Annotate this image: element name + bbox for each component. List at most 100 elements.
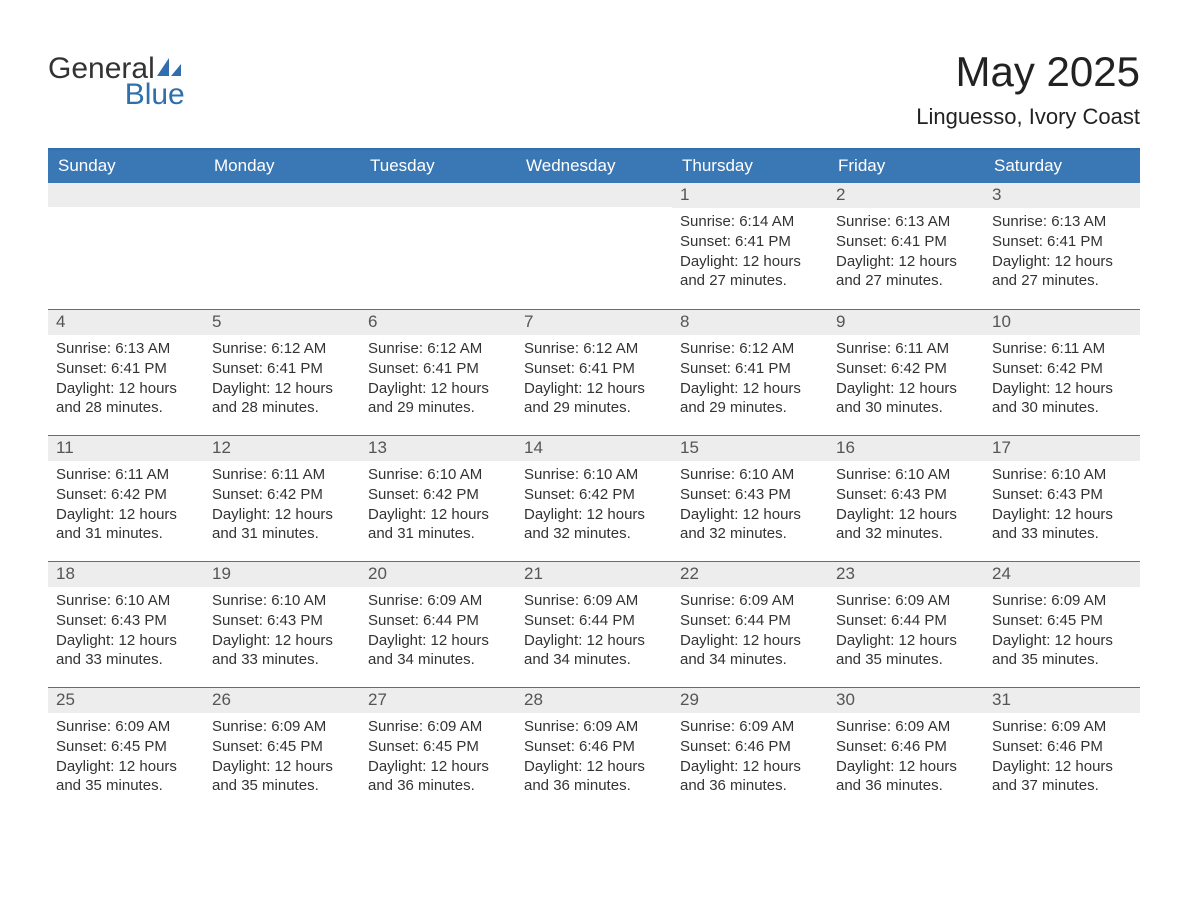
day-number: 23: [828, 562, 984, 587]
day-cell: 2Sunrise: 6:13 AMSunset: 6:41 PMDaylight…: [828, 183, 984, 309]
weekday-monday: Monday: [204, 150, 360, 183]
sunrise-line: Sunrise: 6:09 AM: [368, 591, 508, 611]
daylight-line: Daylight: 12 hours and 34 minutes.: [368, 631, 508, 671]
sunrise-line: Sunrise: 6:13 AM: [992, 212, 1132, 232]
month-title: May 2025: [916, 50, 1140, 94]
sunrise-line: Sunrise: 6:11 AM: [56, 465, 196, 485]
day-body: Sunrise: 6:10 AMSunset: 6:43 PMDaylight:…: [48, 587, 204, 670]
day-number: [48, 183, 204, 207]
day-cell: 3Sunrise: 6:13 AMSunset: 6:41 PMDaylight…: [984, 183, 1140, 309]
day-body: Sunrise: 6:09 AMSunset: 6:44 PMDaylight:…: [360, 587, 516, 670]
day-body: Sunrise: 6:11 AMSunset: 6:42 PMDaylight:…: [48, 461, 204, 544]
day-body: Sunrise: 6:09 AMSunset: 6:45 PMDaylight:…: [48, 713, 204, 796]
day-cell: 6Sunrise: 6:12 AMSunset: 6:41 PMDaylight…: [360, 310, 516, 435]
weekday-sunday: Sunday: [48, 150, 204, 183]
day-body: Sunrise: 6:09 AMSunset: 6:46 PMDaylight:…: [828, 713, 984, 796]
sunset-line: Sunset: 6:42 PM: [56, 485, 196, 505]
sunrise-line: Sunrise: 6:13 AM: [836, 212, 976, 232]
daylight-line: Daylight: 12 hours and 35 minutes.: [56, 757, 196, 797]
daylight-line: Daylight: 12 hours and 34 minutes.: [524, 631, 664, 671]
daylight-line: Daylight: 12 hours and 29 minutes.: [368, 379, 508, 419]
day-body: Sunrise: 6:09 AMSunset: 6:46 PMDaylight:…: [984, 713, 1140, 796]
sunrise-line: Sunrise: 6:09 AM: [56, 717, 196, 737]
daylight-line: Daylight: 12 hours and 32 minutes.: [524, 505, 664, 545]
day-number: 29: [672, 688, 828, 713]
day-cell: 9Sunrise: 6:11 AMSunset: 6:42 PMDaylight…: [828, 310, 984, 435]
day-cell: 7Sunrise: 6:12 AMSunset: 6:41 PMDaylight…: [516, 310, 672, 435]
day-cell: 26Sunrise: 6:09 AMSunset: 6:45 PMDayligh…: [204, 688, 360, 813]
day-number: 20: [360, 562, 516, 587]
week-row: 4Sunrise: 6:13 AMSunset: 6:41 PMDaylight…: [48, 309, 1140, 435]
sunset-line: Sunset: 6:41 PM: [680, 359, 820, 379]
daylight-line: Daylight: 12 hours and 37 minutes.: [992, 757, 1132, 797]
day-number: 26: [204, 688, 360, 713]
sunrise-line: Sunrise: 6:10 AM: [368, 465, 508, 485]
sunrise-line: Sunrise: 6:11 AM: [836, 339, 976, 359]
day-body: Sunrise: 6:12 AMSunset: 6:41 PMDaylight:…: [516, 335, 672, 418]
sunset-line: Sunset: 6:41 PM: [56, 359, 196, 379]
day-cell: 22Sunrise: 6:09 AMSunset: 6:44 PMDayligh…: [672, 562, 828, 687]
sunrise-line: Sunrise: 6:11 AM: [992, 339, 1132, 359]
day-number: 7: [516, 310, 672, 335]
logo-text: General Blue: [48, 50, 183, 110]
day-cell: 29Sunrise: 6:09 AMSunset: 6:46 PMDayligh…: [672, 688, 828, 813]
sunset-line: Sunset: 6:42 PM: [524, 485, 664, 505]
calendar: SundayMondayTuesdayWednesdayThursdayFrid…: [48, 148, 1140, 813]
day-number: 8: [672, 310, 828, 335]
daylight-line: Daylight: 12 hours and 31 minutes.: [56, 505, 196, 545]
day-body: Sunrise: 6:09 AMSunset: 6:44 PMDaylight:…: [516, 587, 672, 670]
daylight-line: Daylight: 12 hours and 33 minutes.: [992, 505, 1132, 545]
sunset-line: Sunset: 6:45 PM: [56, 737, 196, 757]
day-number: 17: [984, 436, 1140, 461]
weekday-saturday: Saturday: [984, 150, 1140, 183]
day-cell: 4Sunrise: 6:13 AMSunset: 6:41 PMDaylight…: [48, 310, 204, 435]
day-number: 6: [360, 310, 516, 335]
daylight-line: Daylight: 12 hours and 33 minutes.: [212, 631, 352, 671]
day-body: Sunrise: 6:12 AMSunset: 6:41 PMDaylight:…: [672, 335, 828, 418]
day-cell: 13Sunrise: 6:10 AMSunset: 6:42 PMDayligh…: [360, 436, 516, 561]
day-cell: 19Sunrise: 6:10 AMSunset: 6:43 PMDayligh…: [204, 562, 360, 687]
logo: General Blue: [48, 50, 183, 110]
daylight-line: Daylight: 12 hours and 35 minutes.: [992, 631, 1132, 671]
day-body: Sunrise: 6:09 AMSunset: 6:46 PMDaylight:…: [516, 713, 672, 796]
day-body: Sunrise: 6:09 AMSunset: 6:44 PMDaylight:…: [828, 587, 984, 670]
day-number: 2: [828, 183, 984, 208]
daylight-line: Daylight: 12 hours and 30 minutes.: [836, 379, 976, 419]
sunrise-line: Sunrise: 6:12 AM: [524, 339, 664, 359]
daylight-line: Daylight: 12 hours and 32 minutes.: [836, 505, 976, 545]
sunrise-line: Sunrise: 6:09 AM: [524, 591, 664, 611]
sunset-line: Sunset: 6:44 PM: [368, 611, 508, 631]
day-number: 1: [672, 183, 828, 208]
sunset-line: Sunset: 6:43 PM: [836, 485, 976, 505]
daylight-line: Daylight: 12 hours and 35 minutes.: [212, 757, 352, 797]
sunset-line: Sunset: 6:41 PM: [680, 232, 820, 252]
sunset-line: Sunset: 6:45 PM: [992, 611, 1132, 631]
day-number: 4: [48, 310, 204, 335]
day-number: 5: [204, 310, 360, 335]
day-number: 18: [48, 562, 204, 587]
day-number: 24: [984, 562, 1140, 587]
sunset-line: Sunset: 6:41 PM: [836, 232, 976, 252]
sunset-line: Sunset: 6:43 PM: [992, 485, 1132, 505]
logo-sail-icon: [155, 56, 183, 78]
day-body: Sunrise: 6:09 AMSunset: 6:45 PMDaylight:…: [204, 713, 360, 796]
sunset-line: Sunset: 6:43 PM: [212, 611, 352, 631]
sunrise-line: Sunrise: 6:12 AM: [368, 339, 508, 359]
weekday-friday: Friday: [828, 150, 984, 183]
daylight-line: Daylight: 12 hours and 36 minutes.: [524, 757, 664, 797]
sunrise-line: Sunrise: 6:09 AM: [836, 591, 976, 611]
day-cell: 28Sunrise: 6:09 AMSunset: 6:46 PMDayligh…: [516, 688, 672, 813]
day-number: 31: [984, 688, 1140, 713]
day-body: Sunrise: 6:14 AMSunset: 6:41 PMDaylight:…: [672, 208, 828, 291]
week-row: 1Sunrise: 6:14 AMSunset: 6:41 PMDaylight…: [48, 183, 1140, 309]
header: General Blue May 2025 Linguesso, Ivory C…: [48, 50, 1140, 130]
day-cell: 8Sunrise: 6:12 AMSunset: 6:41 PMDaylight…: [672, 310, 828, 435]
weekday-thursday: Thursday: [672, 150, 828, 183]
day-cell: 18Sunrise: 6:10 AMSunset: 6:43 PMDayligh…: [48, 562, 204, 687]
daylight-line: Daylight: 12 hours and 36 minutes.: [368, 757, 508, 797]
sunset-line: Sunset: 6:46 PM: [992, 737, 1132, 757]
day-number: 19: [204, 562, 360, 587]
day-cell: 14Sunrise: 6:10 AMSunset: 6:42 PMDayligh…: [516, 436, 672, 561]
day-cell: 25Sunrise: 6:09 AMSunset: 6:45 PMDayligh…: [48, 688, 204, 813]
day-number: [360, 183, 516, 207]
